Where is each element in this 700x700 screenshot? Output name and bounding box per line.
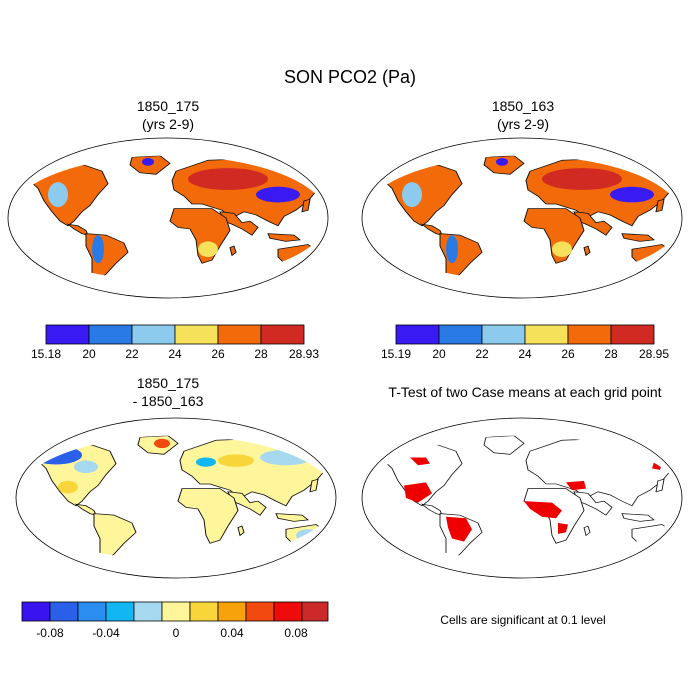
colorbar-segment	[131, 324, 176, 345]
colorbar-label: 24	[518, 347, 532, 361]
colorbar-label: 24	[168, 347, 182, 361]
colorbar-segment	[133, 601, 163, 622]
colorbar-label: 26	[211, 347, 225, 361]
world-map	[361, 417, 683, 579]
colorbar-label: 28.93	[289, 347, 319, 361]
colorbar-label: 0.08	[284, 626, 308, 640]
colorbar-label: 0	[173, 626, 180, 640]
colorbar-segment	[45, 324, 90, 345]
colorbar: -0.08 -0.04 0 0.04 0.08	[21, 601, 329, 640]
colorbar-segment	[524, 324, 569, 345]
colorbar-segment	[161, 601, 191, 622]
colorbar-segment	[245, 601, 275, 622]
colorbar-segment	[189, 601, 219, 622]
colorbar-segment	[610, 324, 655, 345]
colorbar-label: -0.08	[36, 626, 64, 640]
significant-cells	[404, 457, 662, 542]
colorbar-segment	[260, 324, 305, 345]
colorbar-segment	[105, 601, 135, 622]
figure-title: SON PCO2 (Pa)	[284, 67, 416, 87]
panel-title-line2: (yrs 2-9)	[142, 116, 194, 132]
colorbar-label: 28	[604, 347, 618, 361]
colorbar: 15.19 20 22 24 26 28 28.95	[381, 324, 669, 361]
panel-ttest: T-Test of two Case means at each grid po…	[361, 384, 683, 627]
significance-note: Cells are significant at 0.1 level	[440, 613, 605, 627]
colorbar-segment	[217, 324, 262, 345]
world-map	[7, 137, 329, 299]
panel-title-line1: 1850_175	[137, 98, 200, 114]
colorbar-label: 20	[82, 347, 96, 361]
world-map	[15, 417, 337, 579]
colorbar-segment	[567, 324, 612, 345]
colorbar-segment	[301, 601, 329, 622]
colorbar: 15.18 20 22 24 26 28 28.93	[31, 324, 319, 361]
colorbar-segment	[438, 324, 483, 345]
colorbar-segment	[49, 601, 79, 622]
colorbar-label: 15.19	[381, 347, 411, 361]
panel-1850-175: 1850_175 (yrs 2-9)	[7, 98, 329, 361]
panel-difference: 1850_175 - 1850_163	[15, 375, 337, 640]
colorbar-segment	[273, 601, 303, 622]
colorbar-segment	[395, 324, 440, 345]
panel-title-line2: - 1850_163	[133, 393, 204, 409]
colorbar-segment	[481, 324, 526, 345]
colorbar-label: 22	[125, 347, 139, 361]
panel-1850-163: 1850_163 (yrs 2-9) 15.19 20	[361, 98, 683, 361]
colorbar-segment	[21, 601, 51, 622]
colorbar-label: 28.95	[639, 347, 669, 361]
colorbar-segment	[174, 324, 219, 345]
colorbar-label: -0.04	[92, 626, 120, 640]
colorbar-segment	[217, 601, 247, 622]
colorbar-label: 28	[254, 347, 268, 361]
colorbar-label: 20	[432, 347, 446, 361]
colorbar-label: 26	[561, 347, 575, 361]
colorbar-label: 22	[475, 347, 489, 361]
panel-title: T-Test of two Case means at each grid po…	[388, 384, 661, 400]
colorbar-label: 0.04	[220, 626, 244, 640]
panel-title-line1: 1850_175	[137, 375, 200, 391]
colorbar-segment	[88, 324, 133, 345]
colorbar-label: 15.18	[31, 347, 61, 361]
panel-title-line1: 1850_163	[492, 98, 555, 114]
world-map	[361, 137, 683, 299]
colorbar-segment	[77, 601, 107, 622]
panel-title-line2: (yrs 2-9)	[497, 116, 549, 132]
